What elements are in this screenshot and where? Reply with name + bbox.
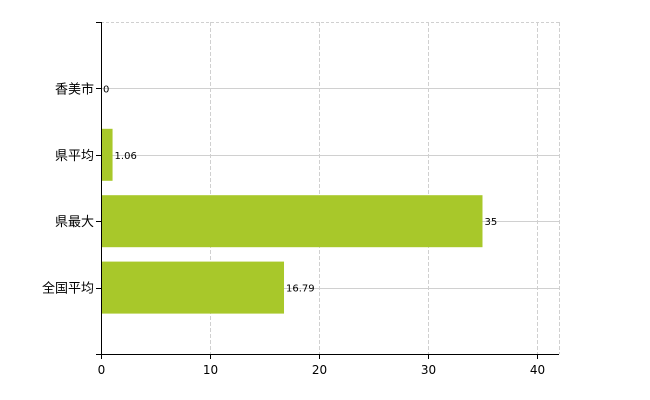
data-label: 16.79 [286, 284, 315, 295]
bar-1 [101, 128, 113, 181]
category-label: 香美市 [55, 81, 94, 97]
category-label: 県最大 [55, 215, 94, 230]
bar-3 [101, 261, 285, 314]
data-label: 0 [103, 84, 109, 95]
bar-2 [101, 195, 483, 248]
data-label: 1.06 [115, 151, 137, 162]
data-label: 35 [485, 217, 498, 228]
x-tick-label: 30 [421, 363, 436, 377]
category-label: 県平均 [55, 149, 94, 164]
x-tick-label: 0 [98, 363, 106, 377]
x-tick-label: 40 [530, 363, 545, 377]
x-tick-label: 20 [312, 363, 327, 377]
x-tick-label: 10 [203, 363, 218, 377]
category-label: 全国平均 [42, 281, 94, 297]
